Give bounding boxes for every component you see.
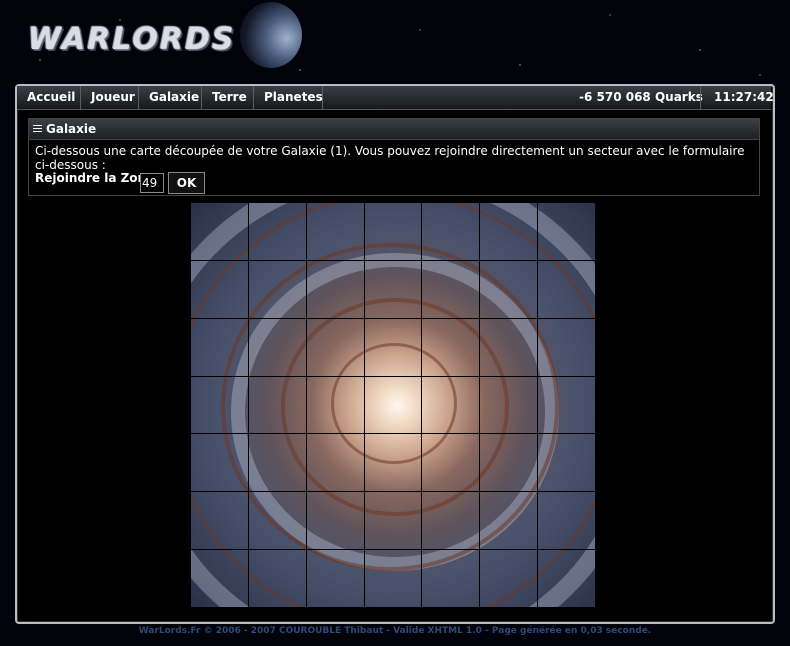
sector-cell[interactable] bbox=[364, 550, 423, 608]
sector-cell[interactable] bbox=[538, 376, 596, 435]
panel-header: Galaxie bbox=[29, 119, 759, 140]
sector-cell[interactable] bbox=[422, 260, 481, 319]
sector-cell[interactable] bbox=[248, 492, 307, 551]
footer: WarLords.Fr © 2006 - 2007 COUROUBLE Thib… bbox=[138, 626, 652, 636]
sector-cell[interactable] bbox=[248, 550, 307, 608]
galaxy-sector-grid bbox=[191, 203, 596, 608]
sector-cell[interactable] bbox=[191, 550, 249, 608]
galaxy-map-image bbox=[191, 203, 596, 608]
sector-cell[interactable] bbox=[422, 376, 481, 435]
sector-cell[interactable] bbox=[191, 318, 249, 377]
sector-cell[interactable] bbox=[480, 260, 539, 319]
zone-label: Rejoindre la Zone : bbox=[35, 171, 164, 185]
sector-cell[interactable] bbox=[364, 260, 423, 319]
sector-cell[interactable] bbox=[306, 318, 365, 377]
nav-terre[interactable]: Terre bbox=[202, 86, 254, 109]
sector-cell[interactable] bbox=[538, 492, 596, 551]
sector-cell[interactable] bbox=[306, 376, 365, 435]
sector-cell[interactable] bbox=[248, 434, 307, 493]
sector-cell[interactable] bbox=[480, 434, 539, 493]
sector-cell[interactable] bbox=[248, 203, 307, 261]
nav-galaxie[interactable]: Galaxie bbox=[139, 86, 202, 109]
quarks-balance: -6 570 068 Quarks bbox=[579, 90, 703, 104]
menu-icon bbox=[33, 125, 42, 133]
sector-cell[interactable] bbox=[364, 434, 423, 493]
sector-cell[interactable] bbox=[422, 203, 481, 261]
sector-cell[interactable] bbox=[306, 260, 365, 319]
sector-cell[interactable] bbox=[364, 376, 423, 435]
sector-cell[interactable] bbox=[364, 318, 423, 377]
sector-cell[interactable] bbox=[191, 260, 249, 319]
top-nav: Accueil Joueur Galaxie Terre Planetes -6… bbox=[17, 86, 774, 110]
sector-cell[interactable] bbox=[422, 492, 481, 551]
sector-cell[interactable] bbox=[364, 203, 423, 261]
ok-button[interactable]: OK bbox=[168, 172, 205, 194]
sector-cell[interactable] bbox=[480, 550, 539, 608]
sector-cell[interactable] bbox=[248, 260, 307, 319]
sector-cell[interactable] bbox=[306, 203, 365, 261]
panel-description: Ci-dessous une carte découpée de votre G… bbox=[35, 144, 745, 172]
nav-planetes[interactable]: Planetes bbox=[254, 86, 323, 109]
sector-cell[interactable] bbox=[191, 492, 249, 551]
sector-cell[interactable] bbox=[306, 434, 365, 493]
sector-cell[interactable] bbox=[191, 434, 249, 493]
sector-cell[interactable] bbox=[538, 203, 596, 261]
sector-cell[interactable] bbox=[306, 492, 365, 551]
server-clock: 11:27:42 bbox=[714, 90, 774, 104]
sector-cell[interactable] bbox=[480, 203, 539, 261]
panel-title: Galaxie bbox=[46, 122, 97, 136]
sector-cell[interactable] bbox=[191, 203, 249, 261]
sector-cell[interactable] bbox=[480, 318, 539, 377]
nav-joueur[interactable]: Joueur bbox=[81, 86, 139, 109]
site-logo[interactable]: WARLORDS bbox=[28, 22, 236, 57]
sector-cell[interactable] bbox=[248, 318, 307, 377]
sector-cell[interactable] bbox=[422, 318, 481, 377]
sector-cell[interactable] bbox=[538, 260, 596, 319]
sector-cell[interactable] bbox=[422, 434, 481, 493]
zone-input[interactable]: 49 bbox=[140, 173, 164, 193]
planet-icon bbox=[240, 2, 302, 68]
sector-cell[interactable] bbox=[480, 492, 539, 551]
sector-cell[interactable] bbox=[538, 550, 596, 608]
sector-cell[interactable] bbox=[248, 376, 307, 435]
sector-cell[interactable] bbox=[538, 434, 596, 493]
sector-cell[interactable] bbox=[306, 550, 365, 608]
galaxy-panel: Galaxie Ci-dessous une carte découpée de… bbox=[28, 118, 760, 196]
sector-cell[interactable] bbox=[191, 376, 249, 435]
sector-cell[interactable] bbox=[422, 550, 481, 608]
sector-cell[interactable] bbox=[480, 376, 539, 435]
nav-divider bbox=[700, 86, 701, 109]
sector-cell[interactable] bbox=[364, 492, 423, 551]
nav-accueil[interactable]: Accueil bbox=[17, 86, 81, 109]
sector-cell[interactable] bbox=[538, 318, 596, 377]
